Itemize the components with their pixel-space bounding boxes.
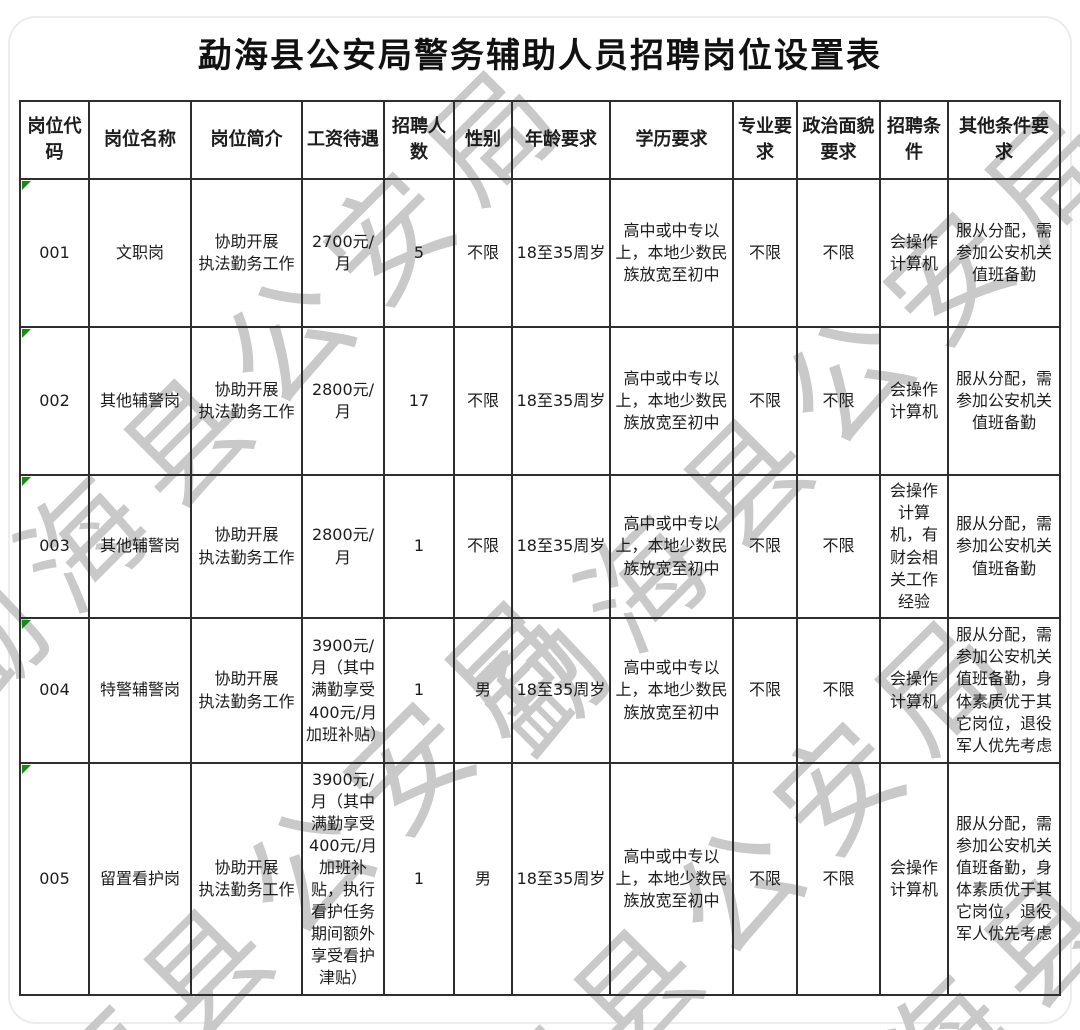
cell-major: 不限 bbox=[732, 474, 798, 619]
cell-political: 不限 bbox=[796, 178, 881, 328]
cell-salary: 3900元/月（其中满勤享受400元/月加班补贴，执行看护任务期间额外享受看护津… bbox=[301, 762, 385, 996]
col-header-requirement: 招聘条件 bbox=[879, 100, 949, 180]
cell-name: 其他辅警岗 bbox=[88, 474, 192, 619]
cell-education: 高中或中专以上，本地少数民族放宽至初中 bbox=[609, 474, 734, 619]
cell-education: 高中或中专以上，本地少数民族放宽至初中 bbox=[609, 762, 734, 996]
cell-name: 留置看护岗 bbox=[88, 762, 192, 996]
col-header-other: 其他条件要求 bbox=[947, 100, 1061, 180]
col-header-name: 岗位名称 bbox=[88, 100, 192, 180]
green-triangle-icon bbox=[22, 477, 31, 486]
cell-gender: 不限 bbox=[453, 178, 513, 328]
green-triangle-icon bbox=[22, 329, 31, 338]
cell-count: 1 bbox=[383, 762, 455, 996]
cell-code: 002 bbox=[19, 326, 90, 476]
cell-intro: 协助开展 执法勤务工作 bbox=[190, 326, 303, 476]
cell-intro: 协助开展 执法勤务工作 bbox=[190, 762, 303, 996]
table-body: 001 文职岗 协助开展 执法勤务工作 2700元/月 5 不限 18至35周岁… bbox=[19, 178, 1061, 996]
col-header-age: 年龄要求 bbox=[511, 100, 611, 180]
green-triangle-icon bbox=[22, 620, 31, 629]
cell-code: 005 bbox=[19, 762, 90, 996]
cell-salary: 2800元/月 bbox=[301, 326, 385, 476]
cell-requirement: 会操作计算机 bbox=[879, 617, 949, 764]
cell-salary: 3900元/月（其中满勤享受400元/月加班补贴） bbox=[301, 617, 385, 764]
table-row: 002 其他辅警岗 协助开展 执法勤务工作 2800元/月 17 不限 18至3… bbox=[19, 326, 1061, 476]
cell-code: 003 bbox=[19, 474, 90, 619]
table-row: 003 其他辅警岗 协助开展 执法勤务工作 2800元/月 1 不限 18至35… bbox=[19, 474, 1061, 619]
table-row: 004 特警辅警岗 协助开展 执法勤务工作 3900元/月（其中满勤享受400元… bbox=[19, 617, 1061, 764]
cell-major: 不限 bbox=[732, 326, 798, 476]
cell-age: 18至35周岁 bbox=[511, 326, 611, 476]
cell-count: 1 bbox=[383, 474, 455, 619]
cell-age: 18至35周岁 bbox=[511, 762, 611, 996]
col-header-code: 岗位代码 bbox=[19, 100, 90, 180]
table-row: 005 留置看护岗 协助开展 执法勤务工作 3900元/月（其中满勤享受400元… bbox=[19, 762, 1061, 996]
col-header-major: 专业要求 bbox=[732, 100, 798, 180]
page-title: 勐海县公安局警务辅助人员招聘岗位设置表 bbox=[198, 36, 882, 76]
cell-salary: 2700元/月 bbox=[301, 178, 385, 328]
cell-count: 1 bbox=[383, 617, 455, 764]
cell-education: 高中或中专以上，本地少数民族放宽至初中 bbox=[609, 326, 734, 476]
cell-salary: 2800元/月 bbox=[301, 474, 385, 619]
cell-gender: 男 bbox=[453, 762, 513, 996]
cell-age: 18至35周岁 bbox=[511, 474, 611, 619]
col-header-intro: 岗位简介 bbox=[190, 100, 303, 180]
cell-other: 服从分配，需参加公安机关值班备勤 bbox=[947, 326, 1061, 476]
col-header-gender: 性别 bbox=[453, 100, 513, 180]
col-header-political: 政治面貌要求 bbox=[796, 100, 881, 180]
cell-age: 18至35周岁 bbox=[511, 617, 611, 764]
cell-name: 特警辅警岗 bbox=[88, 617, 192, 764]
cell-political: 不限 bbox=[796, 326, 881, 476]
cell-major: 不限 bbox=[732, 617, 798, 764]
col-header-salary: 工资待遇 bbox=[301, 100, 385, 180]
green-triangle-icon bbox=[22, 765, 31, 774]
cell-code: 004 bbox=[19, 617, 90, 764]
cell-other: 服从分配，需参加公安机关值班备勤 bbox=[947, 474, 1061, 619]
cell-other: 服从分配，需参加公安机关值班备勤，身体素质优于其它岗位，退役军人优先考虑 bbox=[947, 617, 1061, 764]
cell-requirement: 会操作计算机，有财会相关工作经验 bbox=[879, 474, 949, 619]
cell-name: 其他辅警岗 bbox=[88, 326, 192, 476]
cell-gender: 不限 bbox=[453, 326, 513, 476]
cell-code: 001 bbox=[19, 178, 90, 328]
cell-intro: 协助开展 执法勤务工作 bbox=[190, 178, 303, 328]
cell-requirement: 会操作计算机 bbox=[879, 762, 949, 996]
cell-intro: 协助开展 执法勤务工作 bbox=[190, 474, 303, 619]
cell-count: 17 bbox=[383, 326, 455, 476]
col-header-count: 招聘人数 bbox=[383, 100, 455, 180]
cell-requirement: 会操作计算机 bbox=[879, 178, 949, 328]
cell-gender: 不限 bbox=[453, 474, 513, 619]
cell-gender: 男 bbox=[453, 617, 513, 764]
recruitment-table: 岗位代码 岗位名称 岗位简介 工资待遇 招聘人数 性别 年龄要求 学历要求 专业… bbox=[19, 100, 1061, 996]
cell-education: 高中或中专以上，本地少数民族放宽至初中 bbox=[609, 178, 734, 328]
header-row: 岗位代码 岗位名称 岗位简介 工资待遇 招聘人数 性别 年龄要求 学历要求 专业… bbox=[19, 100, 1061, 180]
table-header: 岗位代码 岗位名称 岗位简介 工资待遇 招聘人数 性别 年龄要求 学历要求 专业… bbox=[19, 100, 1061, 180]
col-header-education: 学历要求 bbox=[609, 100, 734, 180]
cell-political: 不限 bbox=[796, 762, 881, 996]
cell-political: 不限 bbox=[796, 474, 881, 619]
green-triangle-icon bbox=[22, 181, 31, 190]
cell-age: 18至35周岁 bbox=[511, 178, 611, 328]
cell-requirement: 会操作计算机 bbox=[879, 326, 949, 476]
cell-education: 高中或中专以上，本地少数民族放宽至初中 bbox=[609, 617, 734, 764]
cell-other: 服从分配，需参加公安机关值班备勤 bbox=[947, 178, 1061, 328]
cell-major: 不限 bbox=[732, 762, 798, 996]
cell-name: 文职岗 bbox=[88, 178, 192, 328]
cell-political: 不限 bbox=[796, 617, 881, 764]
table-row: 001 文职岗 协助开展 执法勤务工作 2700元/月 5 不限 18至35周岁… bbox=[19, 178, 1061, 328]
cell-other: 服从分配，需参加公安机关值班备勤，身体素质优于其它岗位，退役军人优先考虑 bbox=[947, 762, 1061, 996]
cell-count: 5 bbox=[383, 178, 455, 328]
cell-intro: 协助开展 执法勤务工作 bbox=[190, 617, 303, 764]
cell-major: 不限 bbox=[732, 178, 798, 328]
